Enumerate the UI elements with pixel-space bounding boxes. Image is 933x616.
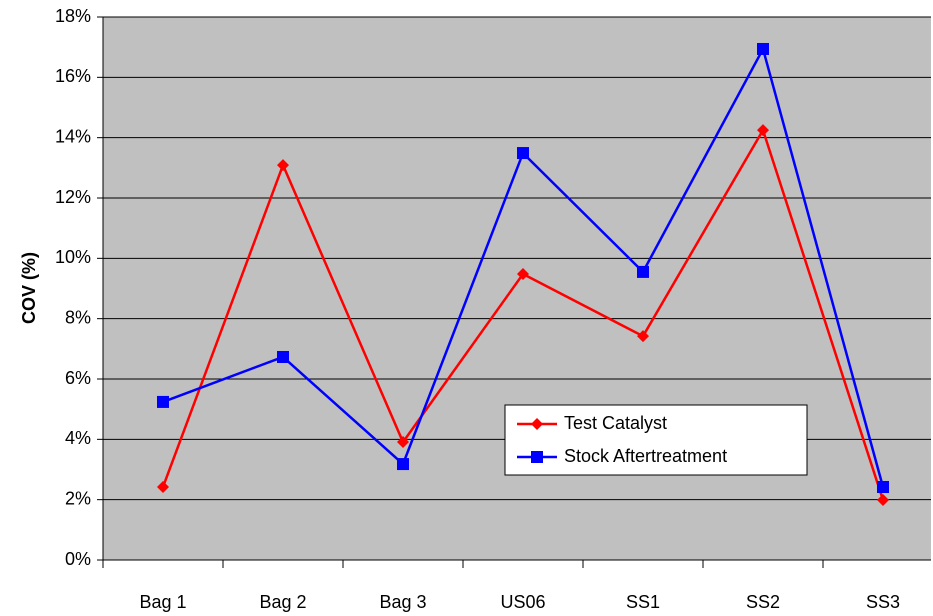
legend: Test Catalyst Stock Aftertreatment [504,404,808,476]
legend-marker [531,418,543,430]
point [277,159,289,172]
x-tick-label: Bag 1 [139,592,186,612]
y-tick-label: 10% [55,247,91,267]
x-tick-label: SS3 [866,592,900,612]
y-axis-label: COV (%) [19,252,39,324]
x-tick-label: SS2 [746,592,780,612]
y-tick-label: 2% [65,488,91,508]
point [877,493,889,506]
point [637,330,649,343]
point [517,268,529,281]
point [877,480,889,493]
x-tick-label: Bag 3 [379,592,426,612]
y-tick-label: 4% [65,428,91,448]
point [157,395,169,408]
y-tick-label: 18% [55,6,91,26]
point [397,436,409,449]
legend-label: Stock Aftertreatment [564,446,727,466]
y-tick-label: 8% [65,307,91,327]
point [637,265,649,278]
y-tick-label: 16% [55,66,91,86]
point [757,42,769,55]
point [517,147,529,160]
x-tick-label: US06 [500,592,545,612]
plot-area [103,17,931,560]
y-tick-label: 12% [55,187,91,207]
point [157,480,169,493]
y-tick-label: 0% [65,549,91,569]
x-tick-label: Bag 2 [259,592,306,612]
point [757,124,769,137]
y-tick-label: 6% [65,368,91,388]
legend-label: Test Catalyst [564,413,667,433]
x-tick-label: SS1 [626,592,660,612]
point [397,458,409,471]
y-tick-label: 14% [55,126,91,146]
legend-marker [531,451,543,463]
point [277,350,289,363]
legend-box [504,404,808,476]
